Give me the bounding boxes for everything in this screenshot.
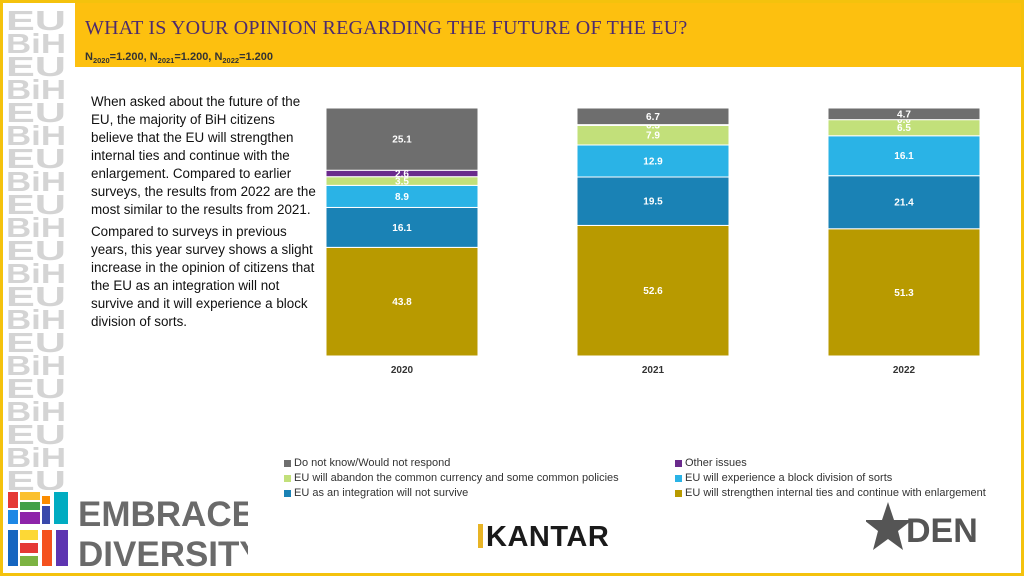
data-label-2021-2: 12.9: [643, 157, 663, 168]
bar-segment-2022-1: [827, 175, 981, 230]
bar-segment-2022-0: [827, 228, 981, 357]
data-label-2020-0: 43.8: [392, 297, 412, 308]
bar-segment-2021-2: [576, 144, 730, 178]
sample-2021: N2021=1.200,: [149, 51, 215, 66]
strip-letters: EU: [6, 189, 66, 220]
strip-letters: BiH: [6, 74, 66, 105]
legend-item-abandon-currency: EU will abandon the common currency and …: [284, 472, 619, 484]
legend-swatch: [284, 474, 291, 482]
strip-letters: EU: [6, 143, 66, 174]
header-bar: WHAT IS YOUR OPINION REGARDING THE FUTUR…: [75, 3, 1021, 67]
legend-swatch: [675, 489, 682, 497]
legend-item-not-survive: EU as an integration will not survive: [284, 487, 468, 499]
embrace-text: EMBRACE: [78, 495, 248, 534]
x-tick-2022: 2022: [893, 365, 916, 376]
x-tick-2020: 2020: [391, 365, 414, 376]
summary-text: When asked about the future of the EU, t…: [91, 93, 316, 331]
bar-segment-2020-0: [325, 246, 479, 357]
star-icon: [866, 502, 912, 550]
page-title: WHAT IS YOUR OPINION REGARDING THE FUTUR…: [85, 17, 688, 39]
x-tick-2021: 2021: [642, 365, 665, 376]
strip-letters: EU: [6, 5, 66, 36]
summary-paragraph-1: When asked about the future of the EU, t…: [91, 94, 316, 217]
sample-2022: N2022=1.200: [214, 51, 274, 66]
data-label-2022-4: 0.0: [897, 115, 911, 126]
legend-swatch: [284, 489, 291, 497]
legend-item-other: Other issues: [675, 457, 747, 469]
data-label-2020-5: 25.1: [392, 135, 412, 146]
legend-swatch: [284, 459, 291, 467]
bih-eu-color-mark: [8, 492, 68, 566]
bar-segment-2021-0: [576, 224, 730, 357]
kantar-mark: [478, 524, 483, 548]
strip-letters: EU: [6, 327, 66, 358]
embrace-diversity-logo: EMBRACE DIVERSITY: [8, 492, 248, 570]
data-label-2020-1: 16.1: [392, 223, 412, 234]
stacked-bar-chart: 43.8 16.1 8.9 3.52.6 25.1 2020 52.6 19.5 12.9 7.9…: [325, 107, 981, 376]
data-label-2021-1: 19.5: [643, 197, 663, 208]
strip-letters: EU: [6, 465, 66, 490]
bar-segment-2022-5: [827, 107, 981, 121]
data-label-2020-2: 8.9: [395, 192, 409, 203]
strip-letters: BiH: [6, 350, 66, 381]
strip-letters: BiH: [6, 120, 66, 151]
sample-2020: N2020=1.200,: [85, 51, 150, 66]
legend-swatch: [675, 474, 682, 482]
data-label-2022-1: 21.4: [894, 198, 914, 209]
data-label-2022-3: 6.5: [897, 123, 911, 134]
bar-segment-2020-1: [325, 206, 479, 248]
strip-letters: BiH: [6, 396, 66, 427]
bar-segment-2020-5: [325, 107, 479, 171]
den-logo: DEN: [866, 502, 978, 550]
strip-letters: BiH: [6, 28, 66, 59]
legend-item-dont-know: Do not know/Would not respond: [284, 457, 450, 469]
data-label-2021-5: 6.7: [646, 112, 660, 123]
diversity-text: DIVERSITY: [78, 535, 248, 570]
data-label-2021-0: 52.6: [643, 286, 663, 297]
strip-letters: BiH: [6, 166, 66, 197]
strip-letters: BiH: [6, 442, 66, 473]
legend-item-block-division: EU will experience a block division of s…: [675, 472, 892, 484]
strip-letters: EU: [6, 419, 66, 450]
strip-letters: EU: [6, 97, 66, 128]
strip-letters: EU: [6, 51, 66, 82]
bih-eu-pattern: EUBiHEUBiHEUBiHEUBiHEUBiHEUBiHEUBiHEUBiH…: [6, 5, 66, 490]
data-label-2020-4: 2.6: [395, 169, 409, 180]
strip-letters: BiH: [6, 304, 66, 335]
sample-size: N2020=1.200, N2021=1.200, N2022=1.200: [85, 51, 273, 65]
decorative-letter-strip: EU BiH EU BiH EU BiH EU BiH EU BiH EU BiH EU BiH EU BiH…: [0, 0, 75, 576]
strip-letters: EU: [6, 235, 66, 266]
data-label-2021-4: 0.3: [646, 121, 660, 132]
kantar-logo: KANTAR: [478, 521, 609, 554]
den-text: DEN: [906, 512, 978, 550]
summary-paragraph-2: Compared to surveys in previous years, t…: [91, 224, 315, 329]
strip-letters: EU: [6, 281, 66, 312]
strip-letters: BiH: [6, 212, 66, 243]
bar-segment-2021-1: [576, 176, 730, 226]
data-label-2020-3: 3.5: [395, 177, 409, 188]
data-label-2022-2: 16.1: [894, 151, 914, 162]
data-label-2022-0: 51.3: [894, 288, 914, 299]
strip-letters: BiH: [6, 258, 66, 289]
legend-swatch: [675, 459, 682, 467]
bar-segment-2021-5: [576, 107, 730, 126]
legend-item-strengthen: EU will strengthen internal ties and con…: [675, 487, 986, 499]
data-label-2022-5: 4.7: [897, 109, 911, 120]
data-label-2021-3: 7.9: [646, 131, 660, 142]
strip-letters: EU: [6, 373, 66, 404]
